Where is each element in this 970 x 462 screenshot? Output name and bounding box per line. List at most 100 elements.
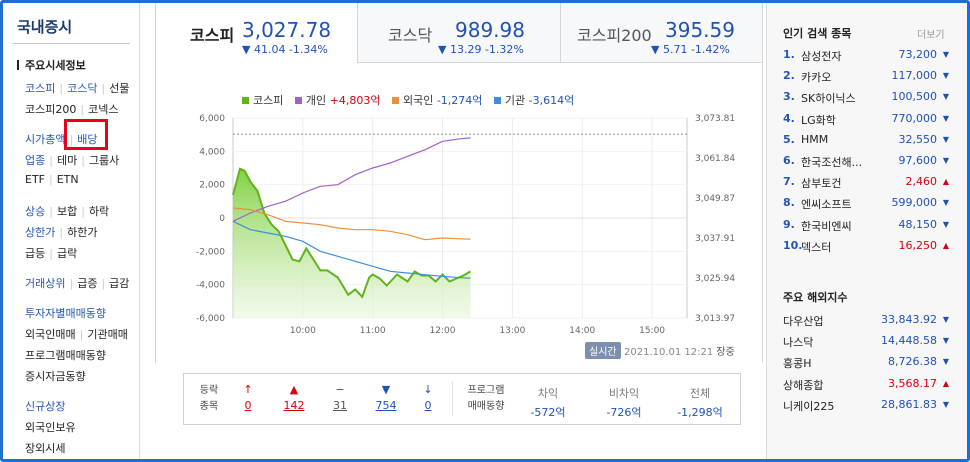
nav-link[interactable]: 급락	[56, 247, 78, 260]
popular-item[interactable]: 3. SK하이닉스 100,500 ▼	[783, 90, 963, 111]
nav-link[interactable]: 코넥스	[88, 103, 119, 116]
popular-item[interactable]: 4. LG화학 770,000 ▼	[783, 112, 963, 133]
stat-column[interactable]: ▼ 754	[368, 383, 404, 412]
nav-link[interactable]: ETN	[56, 173, 79, 186]
overseas-name[interactable]: 나스닥	[783, 336, 814, 350]
overseas-name[interactable]: 니케이225	[783, 399, 835, 413]
popular-name[interactable]: 한국비엔씨	[801, 219, 852, 233]
nav-row: 코스피 | 코스닥 | 선물	[25, 80, 129, 96]
tab-kospi[interactable]: 코스피 3,027.78 ▼ 41.04 -1.34%	[155, 3, 358, 63]
popular-name[interactable]: HMM	[801, 132, 829, 146]
nav-separator: |	[81, 154, 85, 167]
nav-link[interactable]: 시가총액	[25, 133, 66, 146]
nav-separator: |	[69, 133, 74, 146]
x-tick-label: 12:00	[430, 326, 456, 335]
overseas-item[interactable]: 상해종합 3,568.17 ▲	[783, 377, 963, 398]
down-triangle-icon: ▼	[942, 219, 949, 229]
nav-title[interactable]: 국내증시	[17, 18, 73, 36]
popular-name[interactable]: 덱스터	[801, 240, 832, 254]
nav-row: 거래상위 | 급증 | 급감	[25, 275, 129, 291]
nav-link[interactable]: 급감	[109, 277, 130, 290]
stat-column[interactable]: ↓ 0	[410, 383, 446, 412]
stat-column[interactable]: ↑ 0	[230, 383, 266, 412]
tab-kospi200-name: 코스피200	[577, 26, 652, 45]
nav-separator: |	[49, 154, 53, 167]
popular-item[interactable]: 10. 덱스터 16,250 ▲	[783, 239, 963, 260]
tab-kosdaq[interactable]: 코스닥 989.98 ▼ 13.29 -1.32%	[358, 3, 561, 63]
nav-link[interactable]: 보합	[56, 205, 78, 218]
nav-link[interactable]: 선물	[109, 82, 130, 95]
nav-link[interactable]: 외국인보유	[25, 421, 76, 434]
nav-link[interactable]: 코스피200	[25, 103, 77, 116]
nav-link[interactable]: 신규상장	[25, 400, 66, 413]
down-triangle-icon: ▼	[942, 357, 949, 367]
intraday-chart[interactable]: 10:00 11:00 12:00 13:00 14:00 15:00 6,000 4,000…	[155, 105, 763, 335]
program-column: 비차익 -726억	[592, 385, 656, 420]
overseas-name[interactable]: 상해종합	[783, 378, 824, 392]
stat-value[interactable]: 31	[333, 399, 347, 412]
program-col-header: 전체	[689, 387, 711, 400]
nav-link[interactable]: 그룹사	[88, 154, 120, 167]
popular-item[interactable]: 1. 삼성전자 73,200 ▼	[783, 48, 963, 69]
legend-individual-swatch	[294, 97, 302, 104]
popular-price: 16,250	[898, 238, 938, 252]
overseas-price: 33,843.92	[881, 313, 937, 326]
nav-link[interactable]: 외국인매매	[25, 328, 76, 341]
popular-item[interactable]: 6. 한국조선해... 97,600 ▼	[783, 154, 963, 175]
popular-rank: 1.	[783, 48, 795, 61]
stat-value[interactable]: 142	[283, 399, 305, 412]
nav-title-divider	[13, 43, 130, 44]
nav-link[interactable]: 코스닥	[67, 82, 98, 95]
nav-link[interactable]: 프로그램매매동향	[25, 349, 106, 362]
popular-name[interactable]: LG화학	[801, 113, 836, 127]
popular-name[interactable]: 삼부토건	[801, 177, 842, 191]
popular-rank: 9.	[783, 217, 795, 231]
popular-item[interactable]: 5. HMM 32,550 ▼	[783, 133, 963, 154]
popular-item[interactable]: 9. 한국비엔씨 48,150 ▼	[783, 218, 963, 239]
tab-kospi-change: ▼ 41.04 -1.34%	[242, 43, 328, 56]
stat-column[interactable]: − 31	[322, 383, 358, 412]
popular-name[interactable]: 엔씨소프트	[801, 198, 852, 212]
overseas-name[interactable]: 홍콩H	[783, 357, 812, 371]
nav-link[interactable]: 급등	[25, 247, 46, 260]
popular-more-link[interactable]: 더보기	[917, 30, 945, 41]
popular-item[interactable]: 7. 삼부토건 2,460 ▲	[783, 175, 963, 196]
highlight-box	[64, 119, 108, 150]
popular-name[interactable]: 한국조선해...	[801, 156, 863, 169]
nav-link[interactable]: 급증	[77, 277, 98, 290]
stat-column[interactable]: ▲ 142	[276, 383, 312, 412]
nav-link[interactable]: 테마	[56, 154, 78, 167]
popular-item[interactable]: 8. 엔씨소프트 599,000 ▼	[783, 196, 963, 217]
x-tick-label: 14:00	[569, 326, 595, 335]
nav-link[interactable]: ETF	[25, 173, 45, 186]
nav-link[interactable]: 코스피	[25, 82, 56, 95]
overseas-item[interactable]: 니케이225 28,861.83 ▼	[783, 398, 963, 419]
overseas-item[interactable]: 다우산업 33,843.92 ▼	[783, 313, 963, 334]
nav-row: 상한가 | 하한가	[25, 224, 97, 240]
nav-link[interactable]: 하한가	[67, 226, 98, 239]
overseas-item[interactable]: 홍콩H 8,726.38 ▼	[783, 355, 963, 376]
stat-value[interactable]: 0	[244, 399, 252, 412]
stat-value[interactable]: 754	[375, 399, 397, 412]
overseas-item[interactable]: 나스닥 14,448.58 ▼	[783, 334, 963, 355]
nav-link[interactable]: 상한가	[25, 226, 56, 239]
tab-kospi200[interactable]: 코스피200 395.59 ▼ 5.71 -1.42%	[561, 3, 763, 63]
stat-value[interactable]: 0	[424, 399, 432, 412]
nav-link[interactable]: 증시자금동향	[25, 370, 86, 383]
popular-item[interactable]: 2. 카카오 117,000 ▼	[783, 69, 963, 90]
nav-link[interactable]: 하락	[88, 205, 110, 218]
popular-name[interactable]: 삼성전자	[801, 50, 842, 63]
x-tick-label: 11:00	[360, 326, 386, 335]
overseas-name[interactable]: 다우산업	[783, 315, 824, 328]
nav-link[interactable]: 기관매매	[87, 328, 128, 341]
tab-kospi-name: 코스피	[190, 26, 235, 45]
nav-separator: |	[59, 82, 64, 95]
nav-link[interactable]: 상승	[25, 205, 46, 218]
nav-link[interactable]: 장외시세	[25, 442, 66, 455]
nav-link[interactable]: 배당	[77, 133, 98, 146]
nav-link[interactable]: 업종	[25, 154, 46, 167]
popular-name[interactable]: SK하이닉스	[801, 92, 856, 106]
nav-link[interactable]: 투자자별매매동향	[25, 307, 106, 320]
nav-link[interactable]: 거래상위	[25, 277, 66, 290]
popular-name[interactable]: 카카오	[801, 71, 832, 85]
